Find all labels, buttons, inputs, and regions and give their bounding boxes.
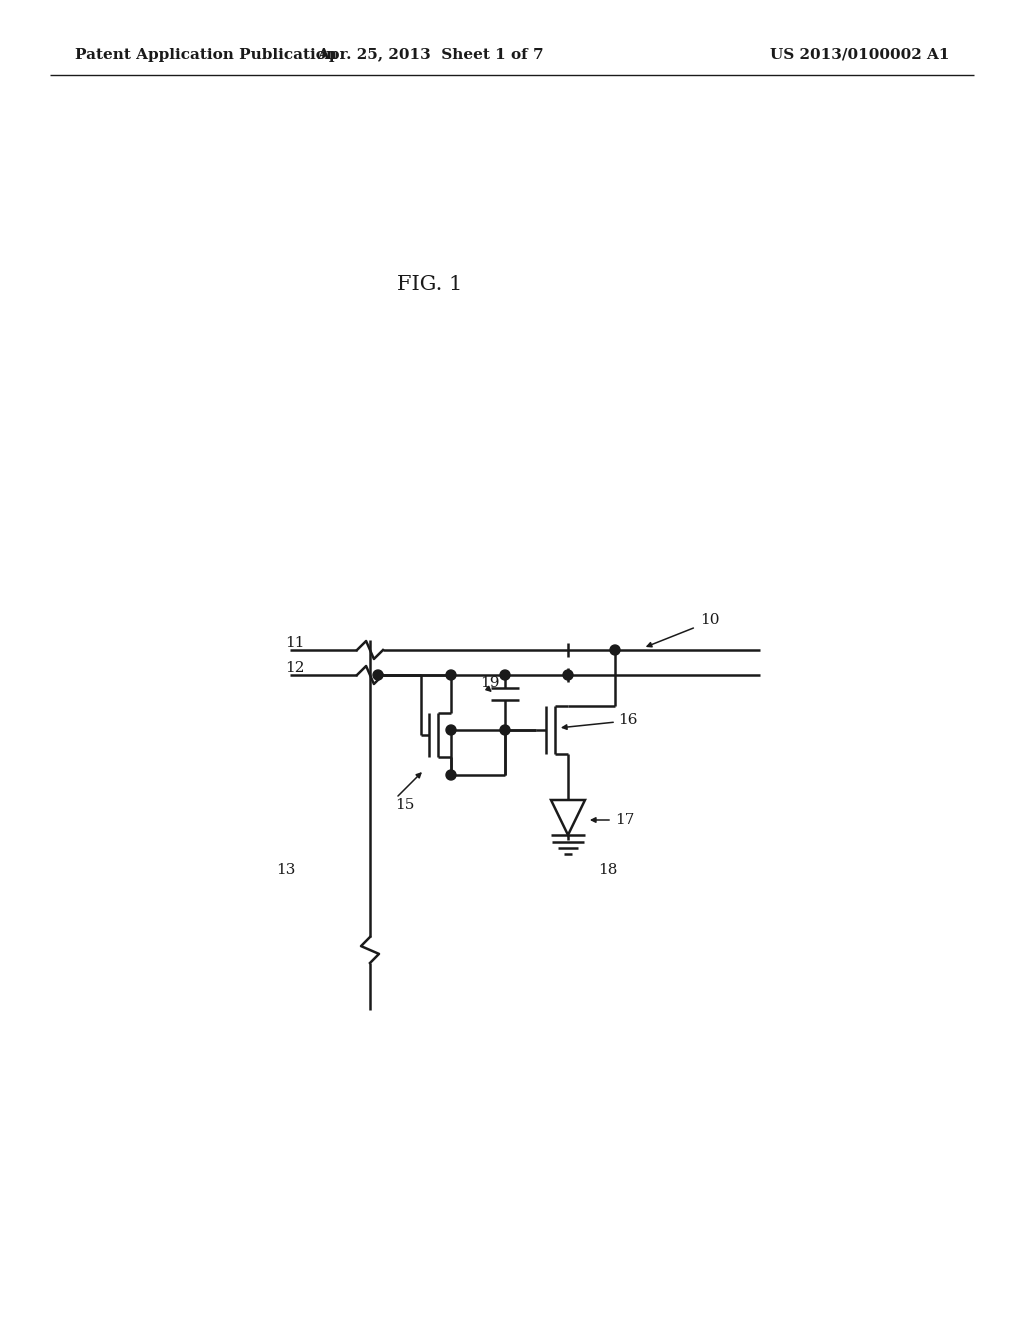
Text: US 2013/0100002 A1: US 2013/0100002 A1: [770, 48, 950, 62]
Circle shape: [446, 671, 456, 680]
Text: Apr. 25, 2013  Sheet 1 of 7: Apr. 25, 2013 Sheet 1 of 7: [316, 48, 544, 62]
Circle shape: [500, 671, 510, 680]
Text: FIG. 1: FIG. 1: [397, 276, 463, 294]
Text: 19: 19: [480, 676, 500, 690]
Circle shape: [446, 770, 456, 780]
Circle shape: [373, 671, 383, 680]
Circle shape: [610, 645, 620, 655]
Text: 13: 13: [275, 863, 295, 876]
Text: 15: 15: [395, 799, 415, 812]
Text: 18: 18: [598, 863, 617, 876]
Text: 17: 17: [615, 813, 635, 828]
Circle shape: [563, 671, 573, 680]
Text: 12: 12: [286, 661, 305, 675]
Circle shape: [500, 725, 510, 735]
Text: Patent Application Publication: Patent Application Publication: [75, 48, 337, 62]
Text: 10: 10: [700, 612, 720, 627]
Text: 11: 11: [286, 636, 305, 649]
Text: 16: 16: [618, 713, 638, 727]
Circle shape: [446, 725, 456, 735]
